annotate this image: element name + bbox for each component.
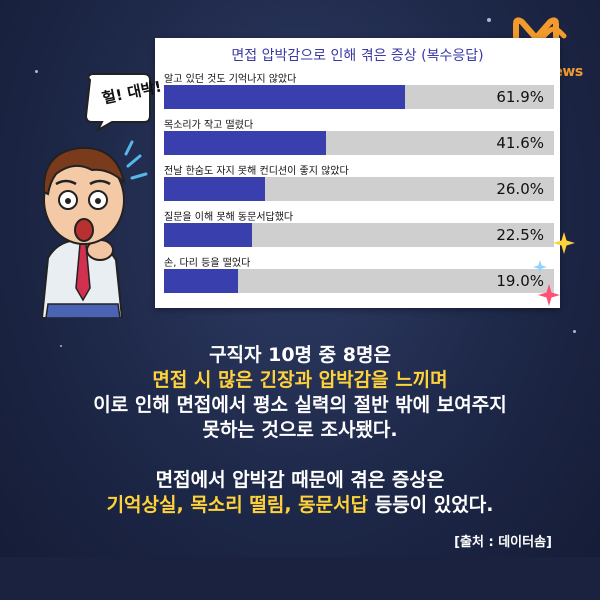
value-label: 41.6% — [496, 134, 544, 152]
bar — [164, 85, 406, 109]
chart-row: 전날 한숨도 자지 못해 컨디션이 좋지 않았다 26.0% — [155, 162, 560, 208]
chart-row: 질문을 이해 못해 동문서답했다 22.5% — [155, 208, 560, 254]
value-label: 26.0% — [496, 180, 544, 198]
text-line-2-highlight: 면접 시 많은 긴장과 압박감을 느끼며 — [152, 369, 448, 391]
sparkle-icon — [538, 284, 560, 306]
category-label: 질문을 이해 못해 동문서답했다 — [164, 212, 294, 223]
text-line-4: 못하는 것으로 조사됐다. — [202, 419, 398, 441]
bar — [164, 177, 266, 201]
bar-track — [164, 85, 554, 109]
chart-row: 목소리가 작고 떨렸다 41.6% — [155, 116, 560, 162]
chart-row: 알고 있던 것도 기억나지 않았다 61.9% — [155, 70, 560, 116]
category-label: 목소리가 작고 떨렸다 — [164, 120, 254, 131]
star-dot — [573, 330, 576, 333]
speech-bubble-icon — [84, 73, 151, 132]
bar — [164, 269, 239, 293]
chart-card: 면접 압박감으로 인해 겪은 증상 (복수응답) 알고 있던 것도 기억나지 않… — [155, 38, 560, 308]
value-label: 22.5% — [496, 226, 544, 244]
text-line-5: 면접에서 압박감 때문에 겪은 증상은 — [155, 469, 445, 491]
category-label: 전날 한숨도 자지 못해 컨디션이 좋지 않았다 — [164, 166, 349, 177]
chart-title: 면접 압박감으로 인해 겪은 증상 (복수응답) — [231, 48, 484, 64]
star-dot — [60, 345, 62, 347]
category-label: 손, 다리 등을 떨었다 — [164, 258, 251, 269]
bar-track — [164, 131, 554, 155]
value-label: 61.9% — [496, 88, 544, 106]
source-credit: [출처 : 데이터솜] — [454, 535, 552, 550]
text-line-6: 기억상실, 목소리 떨림, 동문서답 등등이 있었다. — [0, 493, 600, 518]
value-label: 19.0% — [496, 272, 544, 290]
category-label: 알고 있던 것도 기억나지 않았다 — [164, 74, 297, 85]
text-line-3: 이로 인해 면접에서 평소 실력의 절반 밖에 보여주지 — [93, 394, 507, 416]
sparkle-icon — [553, 232, 575, 254]
bar-track — [164, 177, 554, 201]
bar-track — [164, 223, 554, 247]
sparkle-icon — [533, 260, 547, 274]
chart-row: 손, 다리 등을 떨었다 19.0% — [155, 254, 560, 300]
text-line-6-highlight: 기억상실, 목소리 떨림, 동문서답 — [106, 494, 369, 516]
bar-track — [164, 269, 554, 293]
bottom-band — [0, 557, 600, 600]
bar — [164, 131, 327, 155]
star-dot — [35, 70, 38, 73]
star-dot — [487, 18, 491, 22]
shocked-man-illustration — [40, 140, 148, 318]
text-line-1: 구직자 10명 중 8명은 — [209, 344, 391, 366]
text-line-6-rest: 등등이 있었다. — [368, 494, 494, 516]
bar — [164, 223, 252, 247]
